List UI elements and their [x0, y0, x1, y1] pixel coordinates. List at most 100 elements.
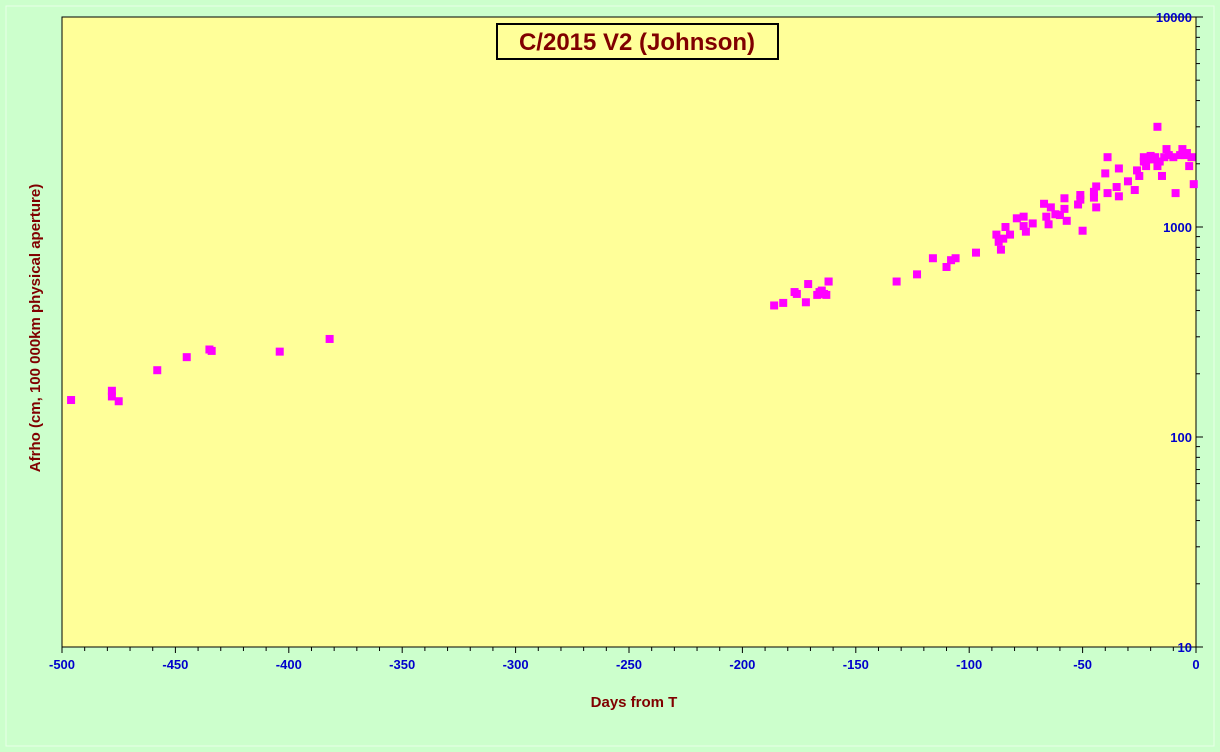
data-point — [1012, 214, 1021, 223]
y-axis-title: Afrho (cm, 100 000km physical aperture) — [27, 184, 44, 472]
data-point — [1178, 145, 1187, 154]
data-point — [913, 270, 922, 279]
data-point — [892, 277, 901, 286]
data-point — [822, 290, 831, 299]
x-axis: -500 -450 -400 -350 -300 -250 -200 -150 -100 -50 0 — [49, 646, 1200, 672]
data-point — [1076, 195, 1085, 204]
x-tick-label: -50 — [1073, 657, 1092, 672]
x-tick-label: -400 — [276, 657, 302, 672]
data-point — [1157, 171, 1166, 180]
data-point — [951, 254, 960, 263]
data-point — [207, 346, 216, 355]
data-point — [992, 230, 1001, 239]
data-point — [942, 262, 951, 271]
data-point — [1151, 153, 1160, 162]
chart-title-box: C/2015 V2 (Johnson) — [496, 23, 779, 60]
data-point — [325, 334, 334, 343]
data-point — [1028, 219, 1037, 228]
data-point — [1114, 192, 1123, 201]
data-point — [1162, 145, 1171, 154]
data-point — [1182, 149, 1191, 158]
data-point — [1089, 193, 1098, 202]
data-point — [1103, 189, 1112, 198]
data-point — [1078, 226, 1087, 235]
data-point — [1046, 203, 1055, 212]
y-tick-label: 100 — [1170, 430, 1192, 445]
data-point — [1051, 210, 1060, 219]
data-point — [1153, 162, 1162, 171]
data-point — [1139, 157, 1148, 166]
x-tick-label: -150 — [843, 657, 869, 672]
x-tick-label: -100 — [956, 657, 982, 672]
data-point — [1019, 212, 1028, 221]
y-tick-label: 10 — [1178, 640, 1192, 655]
data-point — [792, 289, 801, 298]
data-point — [972, 248, 981, 257]
x-tick-label: -500 — [49, 657, 75, 672]
data-point — [928, 254, 937, 263]
data-point — [1185, 162, 1194, 171]
data-point — [1040, 199, 1049, 208]
data-point — [994, 237, 1003, 246]
data-point — [1130, 186, 1139, 195]
data-point — [1101, 169, 1110, 178]
y-tick-label: 1000 — [1163, 220, 1192, 235]
data-point — [999, 234, 1008, 243]
data-point — [1060, 204, 1069, 213]
data-point — [107, 386, 116, 395]
data-point — [824, 277, 833, 286]
x-tick-label: -200 — [729, 657, 755, 672]
x-axis-title: Days from T — [591, 694, 678, 711]
data-markers — [67, 122, 1198, 406]
data-point — [1169, 153, 1178, 162]
data-point — [1114, 164, 1123, 173]
data-point — [779, 298, 788, 307]
data-point — [1103, 153, 1112, 162]
data-point — [1139, 153, 1148, 162]
data-point — [1176, 151, 1185, 160]
data-point — [1155, 157, 1164, 166]
data-point — [1006, 230, 1015, 239]
data-point — [1089, 187, 1098, 196]
data-point — [275, 347, 284, 356]
data-point — [1042, 212, 1051, 221]
data-point — [1044, 220, 1053, 229]
data-point — [1112, 183, 1121, 192]
data-point — [67, 396, 76, 405]
x-tick-label: -450 — [162, 657, 188, 672]
data-point — [770, 301, 779, 310]
data-point — [1001, 223, 1010, 231]
data-point — [1055, 211, 1064, 220]
data-point — [182, 353, 191, 362]
data-point — [801, 298, 810, 307]
chart-title: C/2015 V2 (Johnson) — [519, 29, 755, 56]
x-tick-label: -300 — [503, 657, 529, 672]
x-tick-label: -350 — [389, 657, 415, 672]
data-point — [1092, 203, 1101, 212]
data-point — [1171, 189, 1180, 198]
plot-area — [61, 16, 1197, 648]
y-tick-label: 10000 — [1156, 10, 1192, 25]
x-tick-label: -250 — [616, 657, 642, 672]
data-point — [1153, 122, 1162, 131]
y-axis: 10 100 1000 10000 — [1156, 10, 1203, 655]
data-point — [114, 397, 123, 406]
data-point — [1142, 162, 1151, 171]
data-point — [1062, 216, 1071, 225]
data-point — [1164, 151, 1173, 160]
data-point — [1092, 182, 1101, 191]
data-point — [947, 256, 956, 265]
chart-title-frame — [496, 23, 779, 60]
x-tick-label: 0 — [1192, 657, 1199, 672]
data-point — [804, 280, 813, 289]
data-point — [1187, 153, 1196, 162]
data-point — [1021, 227, 1030, 236]
data-point — [1123, 177, 1132, 186]
outer-frame — [5, 5, 1215, 747]
data-point — [1074, 200, 1083, 209]
data-point — [996, 245, 1005, 254]
data-point — [1133, 166, 1142, 175]
data-point — [1189, 180, 1198, 189]
data-point — [153, 366, 162, 375]
